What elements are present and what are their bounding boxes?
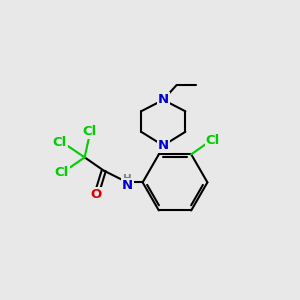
Text: Cl: Cl bbox=[83, 125, 97, 138]
Text: Cl: Cl bbox=[206, 134, 220, 147]
Text: H: H bbox=[123, 174, 132, 184]
Text: N: N bbox=[158, 139, 169, 152]
Text: N: N bbox=[158, 93, 169, 106]
Text: N: N bbox=[122, 179, 133, 192]
Text: Cl: Cl bbox=[55, 166, 69, 179]
Text: Cl: Cl bbox=[52, 136, 67, 148]
Text: O: O bbox=[91, 188, 102, 201]
